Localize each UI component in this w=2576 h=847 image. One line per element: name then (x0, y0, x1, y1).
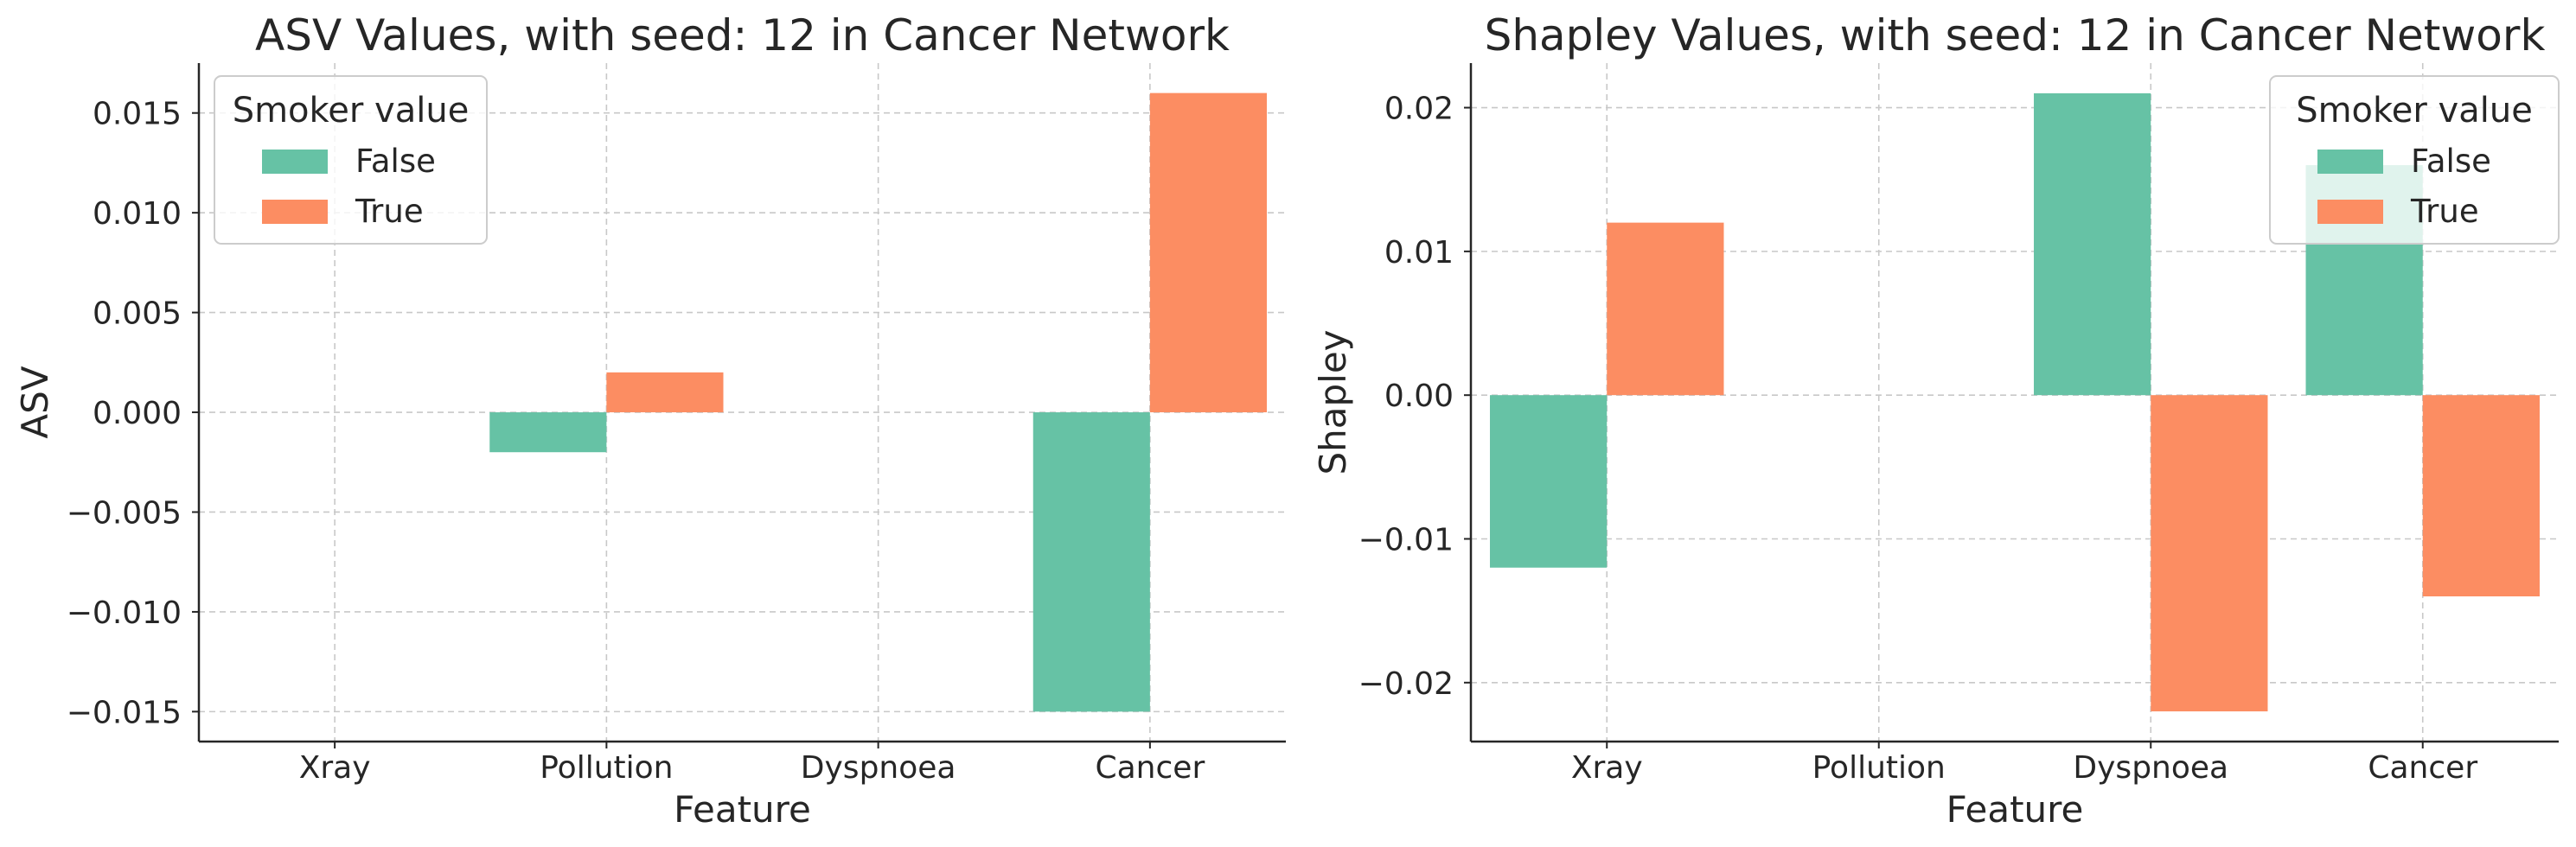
legend-swatch-false (262, 150, 328, 174)
y-tick-label: −0.005 (67, 495, 182, 531)
y-tick-label: 0.000 (93, 396, 182, 431)
bars (489, 92, 1268, 712)
legend: Smoker value False True (2269, 75, 2560, 245)
legend-swatch-true (262, 200, 328, 224)
bar-true-cancer (1149, 92, 1268, 413)
x-tick-label: Pollution (540, 750, 673, 786)
y-tick-label: −0.015 (67, 695, 182, 730)
chart-title: ASV Values, with seed: 12 in Cancer Netw… (255, 10, 1230, 60)
bar-false-xray (1490, 395, 1608, 568)
bar-false-dyspnoea (2034, 92, 2151, 396)
bar-true-pollution (606, 372, 724, 413)
shapley-chart-panel: −0.02 −0.01 0.00 0.01 0.02 Xray Pollution Dyspn… (1312, 10, 2560, 831)
legend-title: Smoker value (233, 91, 470, 131)
x-tick-label: Xray (1571, 750, 1643, 786)
legend-label-false: False (2411, 143, 2491, 180)
x-tick-label: Cancer (1095, 750, 1205, 786)
y-tick-label: 0.005 (93, 296, 182, 332)
y-tick-label: 0.01 (1384, 235, 1454, 271)
bar-true-cancer (2422, 395, 2540, 597)
y-tick-label: −0.010 (67, 595, 182, 631)
legend-label-true: True (2410, 193, 2479, 230)
legend: Smoker value False True (214, 75, 488, 245)
x-axis-label: Feature (1946, 788, 2084, 831)
x-tick-label: Dyspnoea (2073, 750, 2228, 786)
x-tick-label: Dyspnoea (801, 750, 956, 786)
bar-false-pollution (489, 412, 607, 453)
y-tick-label: 0.010 (93, 196, 182, 232)
x-tick-label: Cancer (2368, 750, 2477, 786)
x-tick-label: Xray (299, 750, 371, 786)
legend-title: Smoker value (2296, 91, 2533, 131)
legend-label-true: True (355, 193, 424, 230)
x-axis-label: Feature (674, 788, 811, 831)
y-tick-label: −0.01 (1358, 522, 1454, 557)
y-tick-label: −0.02 (1358, 666, 1454, 702)
x-tick-label: Pollution (1812, 750, 1946, 786)
bar-true-xray (1607, 222, 1724, 396)
y-axis-label: ASV (14, 366, 56, 438)
legend-swatch-false (2317, 150, 2383, 174)
legend-label-false: False (355, 143, 436, 180)
bar-false-cancer (1032, 412, 1150, 712)
bar-true-dyspnoea (2151, 395, 2268, 712)
legend-swatch-true (2317, 200, 2383, 224)
y-tick-label: 0.02 (1384, 92, 1454, 127)
y-tick-label: 0.00 (1384, 379, 1454, 414)
y-tick-label: 0.015 (93, 97, 182, 132)
asv-chart-panel: −0.015 −0.010 −0.005 0.000 0.005 0.010 0.015 Xr… (14, 10, 1286, 831)
chart-title: Shapley Values, with seed: 12 in Cancer … (1485, 10, 2546, 60)
y-axis-label: Shapley (1312, 329, 1354, 474)
